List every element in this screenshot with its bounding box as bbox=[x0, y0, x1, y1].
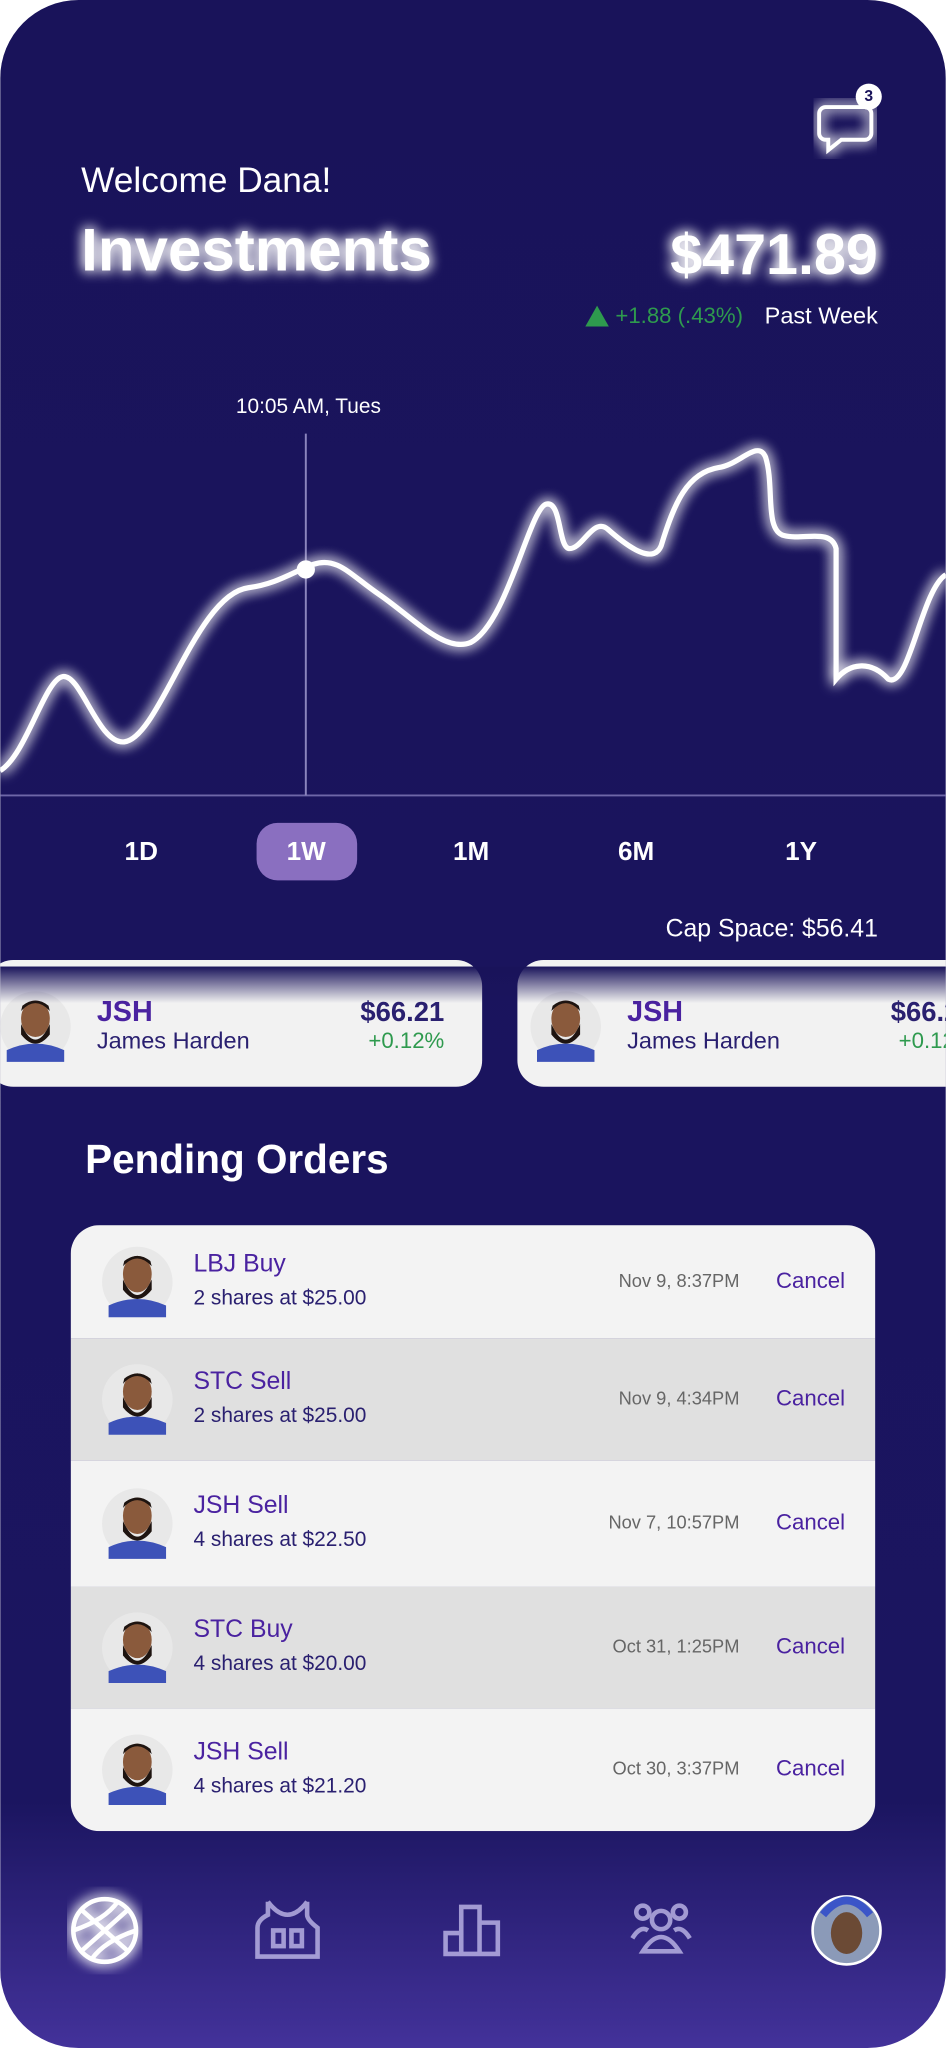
range-label: 1D bbox=[125, 836, 158, 866]
bottom-nav bbox=[71, 1895, 882, 1966]
player-avatar bbox=[102, 1364, 173, 1435]
order-row: STC Buy 4 shares at $20.00 Oct 31, 1:25PM C… bbox=[70, 1586, 876, 1709]
price-change: +0.12% bbox=[899, 1028, 946, 1053]
order-title: STC Buy bbox=[193, 1616, 293, 1643]
order-time: Nov 7, 10:57PM bbox=[608, 1511, 739, 1532]
range-button[interactable]: 1W bbox=[256, 822, 358, 881]
range-button[interactable]: 1Y bbox=[785, 836, 817, 866]
notification-badge: 3 bbox=[864, 88, 873, 105]
chart-tooltip: 10:05 AM, Tues bbox=[236, 395, 381, 418]
greeting: Welcome Dana! bbox=[81, 161, 331, 200]
row-bg bbox=[70, 1338, 876, 1461]
nav-profile[interactable] bbox=[811, 1895, 882, 1966]
cancel-button[interactable]: Cancel bbox=[776, 1756, 845, 1781]
order-detail: 2 shares at $25.00 bbox=[193, 1404, 366, 1427]
range-button[interactable]: 1M bbox=[453, 836, 489, 866]
player-avatar bbox=[102, 1734, 173, 1806]
nav-jerseys[interactable] bbox=[255, 1900, 320, 1959]
player-avatar bbox=[102, 1246, 173, 1318]
up-arrow bbox=[585, 305, 609, 327]
order-row: STC Sell 2 shares at $25.00 Nov 9, 4:34PM C… bbox=[70, 1338, 876, 1461]
range-button[interactable]: 1D bbox=[125, 836, 158, 866]
cap-space: Cap Space: $56.41 bbox=[666, 916, 878, 943]
range-label: 1W bbox=[287, 836, 327, 866]
order-title: JSH Sell bbox=[193, 1738, 288, 1765]
order-time: Oct 30, 3:37PM bbox=[613, 1758, 740, 1779]
cancel-button[interactable]: Cancel bbox=[776, 1385, 845, 1410]
order-time: Oct 31, 1:25PM bbox=[613, 1636, 740, 1657]
order-detail: 4 shares at $22.50 bbox=[193, 1528, 366, 1551]
player-name: James Harden bbox=[97, 1027, 250, 1053]
nav-home[interactable] bbox=[71, 1896, 139, 1965]
range-selected-pill bbox=[256, 822, 358, 881]
row-bg bbox=[70, 1586, 876, 1709]
messages-button[interactable]: 3 bbox=[817, 83, 882, 155]
balance: $471.89 bbox=[670, 223, 878, 287]
change-period: Past Week bbox=[765, 303, 878, 329]
range-label: 1M bbox=[453, 836, 489, 866]
page-title: Investments bbox=[81, 217, 432, 284]
cancel-button[interactable]: Cancel bbox=[776, 1634, 845, 1659]
order-detail: 4 shares at $20.00 bbox=[193, 1652, 366, 1675]
range-button[interactable]: 6M bbox=[618, 836, 654, 866]
order-row: JSH Sell 4 shares at $22.50 Nov 7, 10:57PM… bbox=[70, 1460, 876, 1587]
nav-stats[interactable] bbox=[443, 1904, 501, 1957]
row-bg bbox=[70, 1708, 876, 1832]
row-bg bbox=[70, 1225, 876, 1339]
section-title: Pending Orders bbox=[85, 1136, 389, 1182]
cancel-button[interactable]: Cancel bbox=[776, 1509, 845, 1534]
player-avatar bbox=[102, 1612, 173, 1683]
order-row: JSH Sell 4 shares at $21.20 Oct 30, 3:37PM… bbox=[70, 1708, 876, 1832]
order-time: Nov 9, 4:34PM bbox=[619, 1387, 740, 1408]
price-change: +0.12% bbox=[368, 1028, 444, 1053]
range-selector: 1D 1W 1M 6M 1Y bbox=[125, 822, 817, 881]
order-title: STC Sell bbox=[193, 1368, 291, 1395]
balance-change: +1.88 (.43%) bbox=[615, 303, 743, 328]
orders-list: LBJ Buy 2 shares at $25.00 Nov 9, 8:37PM Ca… bbox=[70, 1225, 876, 1832]
order-detail: 4 shares at $21.20 bbox=[193, 1774, 366, 1797]
order-title: JSH Sell bbox=[193, 1492, 288, 1519]
player-name: James Harden bbox=[627, 1027, 780, 1053]
order-row: LBJ Buy 2 shares at $25.00 Nov 9, 8:37PM Ca… bbox=[70, 1225, 876, 1339]
nav-community[interactable] bbox=[630, 1903, 692, 1954]
row-bg bbox=[70, 1460, 876, 1587]
range-label: 6M bbox=[618, 836, 654, 866]
cursor-dot bbox=[296, 560, 315, 579]
order-detail: 2 shares at $25.00 bbox=[193, 1286, 366, 1309]
carousel-shade bbox=[0, 966, 946, 1004]
price-line bbox=[0, 448, 946, 773]
cancel-button[interactable]: Cancel bbox=[776, 1268, 845, 1293]
order-time: Nov 9, 8:37PM bbox=[619, 1270, 740, 1291]
order-title: LBJ Buy bbox=[193, 1251, 286, 1278]
range-label: 1Y bbox=[785, 836, 817, 866]
player-avatar bbox=[102, 1488, 173, 1559]
